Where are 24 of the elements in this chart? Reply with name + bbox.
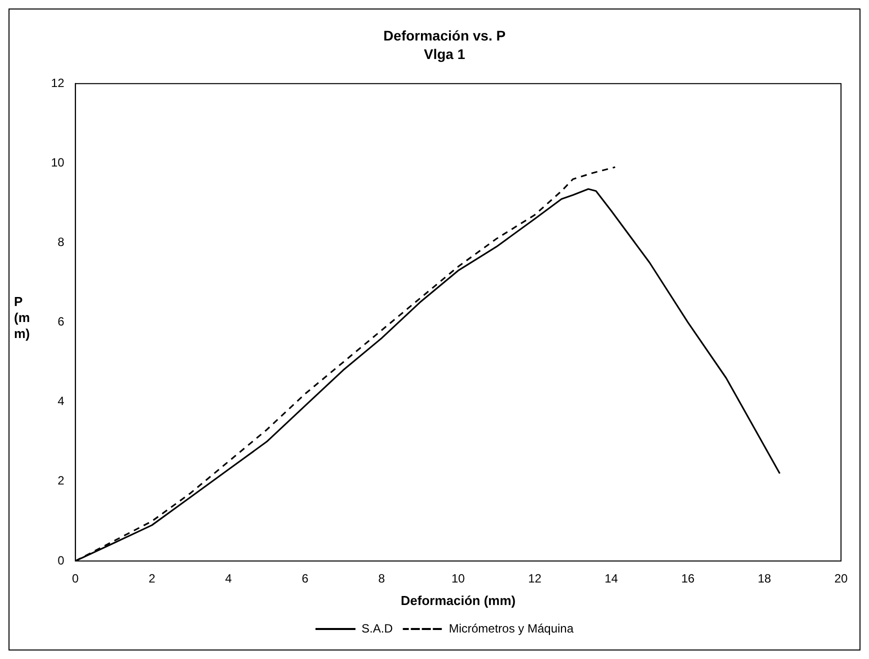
- y-tick-label: 10: [50, 155, 65, 170]
- x-axis-title: Deformación (mm): [400, 592, 516, 608]
- y-axis-title: P (mm): [14, 294, 30, 341]
- legend-label: S.A.D: [361, 621, 394, 636]
- x-tick-label: 8: [378, 572, 386, 586]
- y-tick-label: 12: [50, 76, 65, 90]
- x-tick-label: 20: [834, 572, 848, 586]
- x-tick-label: 2: [148, 572, 156, 586]
- chart-title: Deformación vs. P: [383, 27, 506, 44]
- legend-label: Micrómetros y Máquina: [448, 621, 574, 636]
- y-tick-label: 2: [58, 474, 65, 488]
- chart-subtitle: Vlga 1: [424, 46, 466, 62]
- x-tick-label: 4: [225, 572, 232, 586]
- x-tick-label: 18: [758, 572, 772, 586]
- x-tick-label: 6: [302, 572, 309, 586]
- y-tick-label: 0: [58, 553, 65, 568]
- x-tick-label: 16: [681, 572, 695, 586]
- y-tick-label: 4: [58, 394, 65, 408]
- y-tick-label: 8: [58, 235, 65, 250]
- y-tick-label: 6: [58, 314, 65, 329]
- x-tick-label: 12: [528, 572, 542, 586]
- x-tick-label: 14: [604, 572, 618, 586]
- x-tick-label: 10: [451, 572, 466, 586]
- x-tick-label: 0: [72, 572, 80, 586]
